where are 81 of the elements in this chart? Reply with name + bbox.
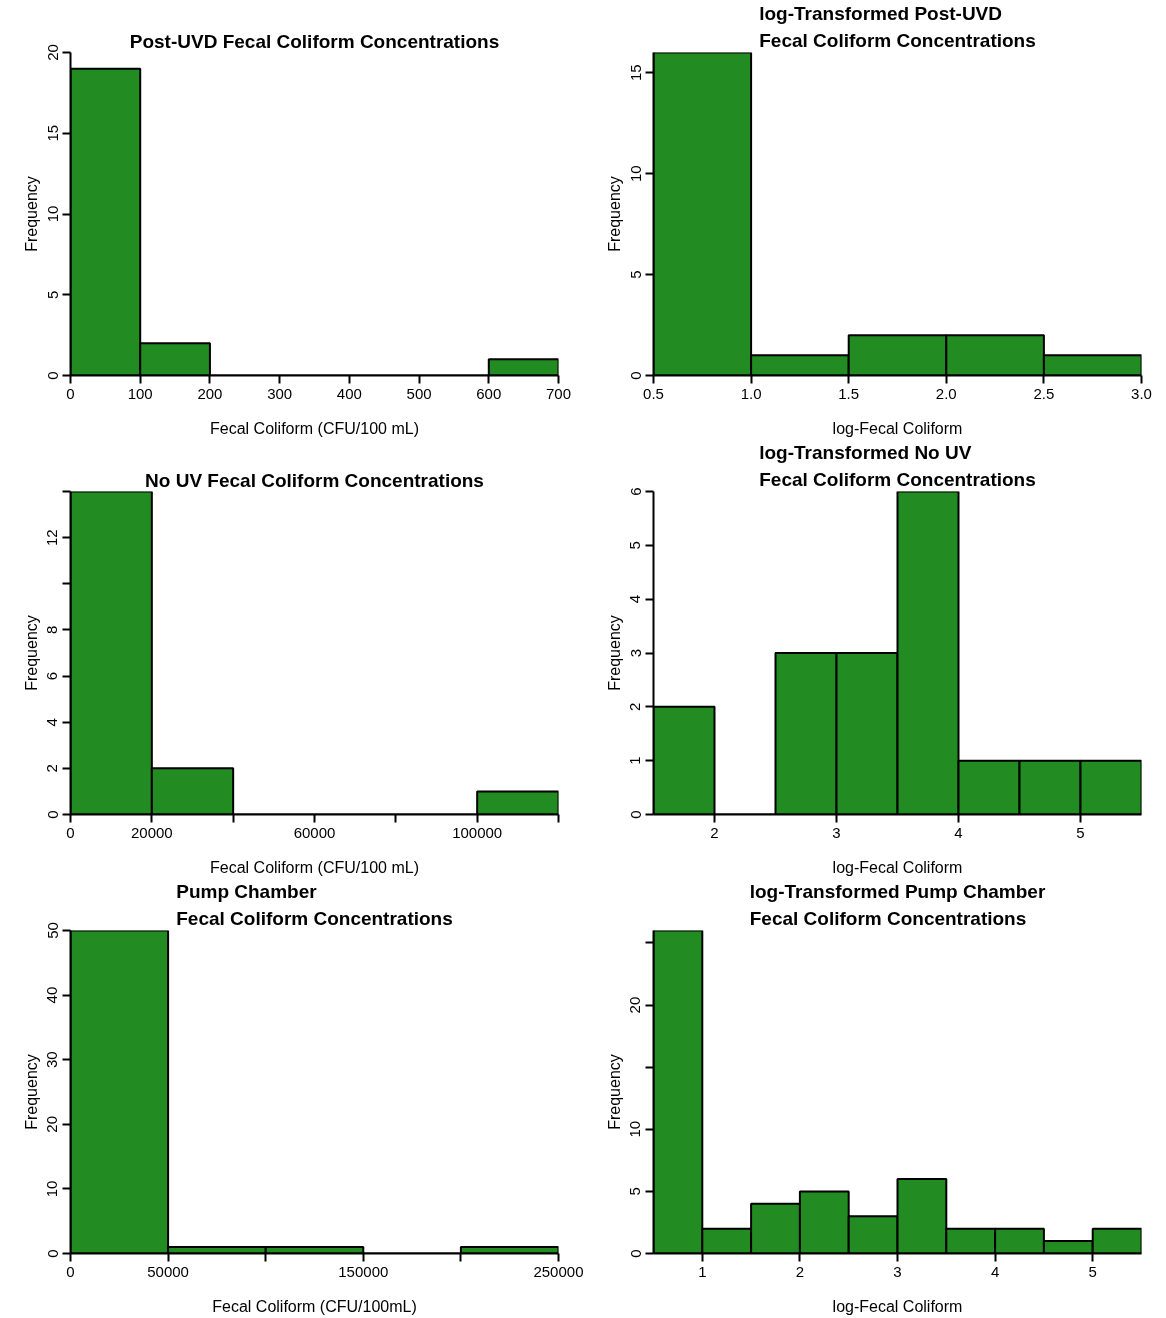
x-tick-label: 3	[893, 1262, 902, 1280]
x-tick-label: 0	[66, 1262, 75, 1280]
y-tick-label: 30	[43, 1051, 61, 1069]
y-tick-label: 0	[43, 810, 61, 819]
y-axis-title: Frequency	[22, 176, 40, 252]
y-tick-label: 0	[626, 371, 644, 380]
x-tick-label: 0	[66, 384, 75, 402]
y-axis-title: Frequency	[605, 615, 623, 691]
y-tick-label: 1	[626, 756, 644, 765]
y-axis-title: Frequency	[605, 1054, 623, 1130]
chart-title: Pump Chamber Fecal Coliform Concentrations	[176, 881, 453, 930]
x-tick-label: 500	[406, 384, 432, 402]
y-tick-label: 5	[626, 1187, 644, 1196]
x-tick-label: 600	[476, 384, 502, 402]
y-tick-label: 50	[43, 922, 61, 939]
x-tick-label: 20000	[130, 823, 173, 841]
y-axis-title: Frequency	[22, 1054, 40, 1130]
x-tick-label: 100000	[452, 823, 503, 841]
y-axis-title: Frequency	[605, 176, 623, 252]
x-axis-title: Fecal Coliform (CFU/100 mL)	[210, 419, 419, 437]
y-tick-label: 10	[43, 1180, 61, 1198]
y-tick-label: 20	[626, 996, 644, 1014]
chart-title: Post-UVD Fecal Coliform Concentrations	[129, 30, 500, 52]
y-axis-title: Frequency	[22, 615, 40, 691]
y-tick-label: 2	[43, 764, 61, 773]
x-tick-label: 3.0	[1131, 384, 1152, 402]
x-tick-label: 5	[1088, 1262, 1097, 1280]
x-tick-label: 4	[954, 823, 963, 841]
y-tick-label: 0	[626, 1249, 644, 1258]
x-tick-label: 4	[990, 1262, 1000, 1280]
x-tick-label: 300	[267, 384, 293, 402]
x-tick-label: 1.0	[740, 384, 762, 402]
x-tick-label: 50000	[147, 1262, 189, 1280]
y-tick-label: 15	[626, 64, 644, 82]
x-tick-label: 700	[545, 384, 572, 402]
x-tick-label: 60000	[293, 823, 336, 841]
x-tick-label: 0.5	[643, 384, 664, 402]
x-tick-label: 3	[832, 823, 841, 841]
x-axis-title: log-Fecal Coliform	[832, 858, 963, 876]
y-tick-label: 12	[43, 529, 61, 546]
y-tick-label: 15	[43, 124, 61, 142]
chart-title: log-Transformed No UV Fecal Coliform Concentrations	[759, 442, 1036, 491]
x-axis-title: log-Fecal Coliform	[832, 419, 963, 437]
chart-title: log-Transformed Pump Chamber Fecal Coliform Concentrations	[749, 881, 1046, 930]
y-tick-label: 5	[626, 270, 644, 279]
y-tick-label: 5	[626, 541, 644, 550]
y-tick-label: 5	[43, 290, 61, 299]
x-tick-label: 400	[336, 384, 362, 402]
y-tick-label: 3	[626, 648, 644, 658]
y-tick-label: 6	[43, 671, 61, 681]
y-tick-label: 10	[626, 1120, 644, 1138]
x-tick-label: 1.5	[838, 384, 860, 402]
x-axis-title: Fecal Coliform (CFU/100mL)	[212, 1297, 417, 1315]
x-axis-title: Fecal Coliform (CFU/100 mL)	[210, 858, 419, 876]
y-tick-label: 4	[43, 718, 61, 727]
x-tick-label: 2.0	[935, 384, 957, 402]
y-tick-label: 0	[43, 371, 61, 380]
x-tick-label: 0	[66, 823, 75, 841]
x-tick-label: 2	[710, 823, 719, 841]
y-tick-label: 4	[626, 594, 644, 604]
x-tick-label: 250000	[533, 1262, 584, 1280]
y-tick-label: 2	[626, 702, 644, 711]
y-tick-label: 40	[43, 986, 61, 1004]
x-axis-title: log-Fecal Coliform	[832, 1297, 963, 1315]
x-tick-label: 150000	[338, 1262, 389, 1280]
x-tick-label: 2	[795, 1262, 805, 1280]
chart-title: No UV Fecal Coliform Concentrations	[145, 469, 484, 491]
x-tick-label: 100	[127, 384, 153, 402]
x-tick-label: 1	[698, 1262, 707, 1280]
y-tick-label: 10	[626, 165, 644, 182]
y-tick-label: 6	[626, 487, 644, 496]
chart-title: log-Transformed Post-UVD Fecal Coliform Concentrations	[759, 3, 1036, 52]
y-tick-label: 8	[43, 625, 61, 635]
y-tick-label: 0	[43, 1249, 61, 1258]
y-tick-label: 0	[626, 810, 644, 819]
x-tick-label: 5	[1076, 823, 1085, 841]
y-tick-label: 10	[43, 205, 61, 223]
y-tick-label: 20	[43, 1115, 61, 1133]
x-tick-label: 200	[197, 384, 223, 402]
x-tick-label: 2.5	[1033, 384, 1055, 402]
y-tick-label: 20	[43, 44, 61, 61]
